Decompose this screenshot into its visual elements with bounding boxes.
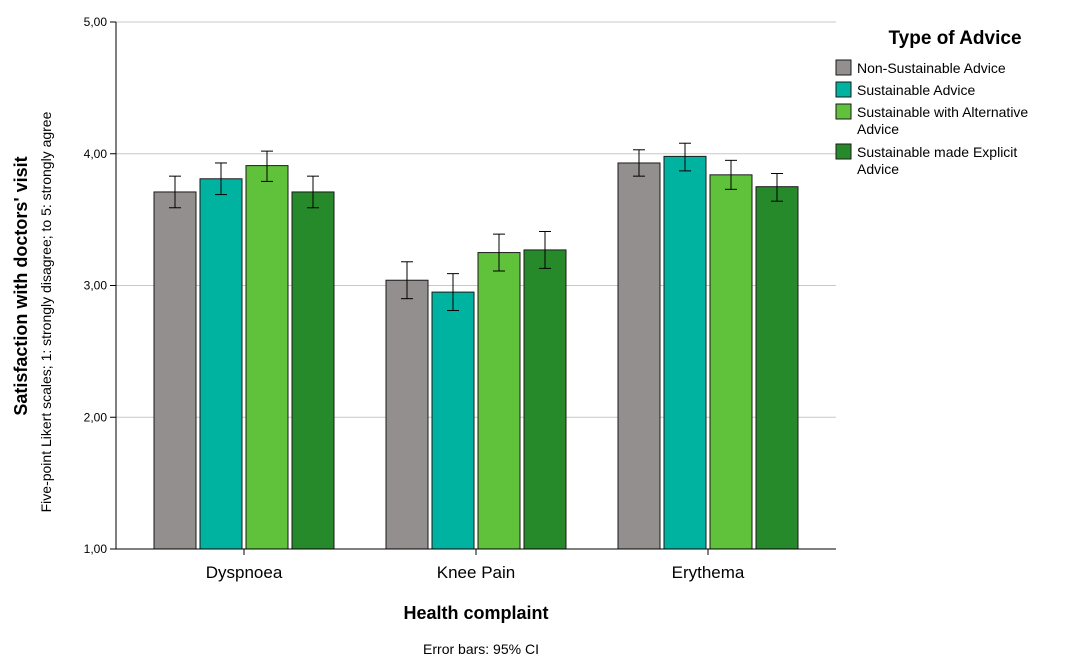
- y-tick-label: 4,00: [84, 147, 108, 161]
- y-tick-label: 3,00: [84, 279, 108, 293]
- legend-swatch: [835, 59, 852, 76]
- y-tick-label: 5,00: [84, 15, 108, 29]
- bar: [431, 291, 475, 550]
- y-tick-label: 1,00: [84, 542, 108, 556]
- legend-swatch: [835, 81, 852, 98]
- x-tick-label: Dyspnoea: [206, 563, 283, 582]
- legend: Type of Advice Non-Sustainable Advice Sus…: [835, 28, 1028, 177]
- bar: [755, 186, 799, 550]
- bar: [245, 165, 289, 550]
- bars: [153, 142, 799, 550]
- y-axis-subtitle: Five-point Likert scales; 1: strongly di…: [38, 111, 54, 512]
- legend-entry: Sustainable Advice: [857, 82, 976, 98]
- x-axis-title: Health complaint: [403, 603, 548, 623]
- x-tick-label: Knee Pain: [437, 563, 515, 582]
- legend-swatch: [835, 103, 852, 120]
- legend-title: Type of Advice: [888, 28, 1021, 49]
- bar: [709, 174, 753, 550]
- bar: [663, 155, 707, 550]
- bar: [199, 178, 243, 550]
- bar: [477, 252, 521, 550]
- error-bars-note: Error bars: 95% CI: [423, 641, 539, 657]
- legend-entry: Sustainable made Explicit Advice: [857, 144, 1017, 177]
- legend-entry: Sustainable with Alternative Advice: [857, 104, 1028, 137]
- y-tick-label: 2,00: [84, 410, 108, 424]
- bar: [523, 249, 567, 550]
- bar: [617, 162, 661, 550]
- bar: [385, 279, 429, 550]
- y-axis-title: Satisfaction with doctors' visit: [11, 156, 31, 415]
- legend-swatch: [835, 143, 852, 160]
- bar: [153, 191, 197, 550]
- legend-entry: Non-Sustainable Advice: [857, 60, 1006, 76]
- axes: 1,00 2,00 3,00 4,00 5,00 Dyspnoea Knee Pain Ery…: [84, 15, 836, 582]
- bar: [291, 191, 335, 550]
- x-tick-label: Erythema: [672, 563, 745, 582]
